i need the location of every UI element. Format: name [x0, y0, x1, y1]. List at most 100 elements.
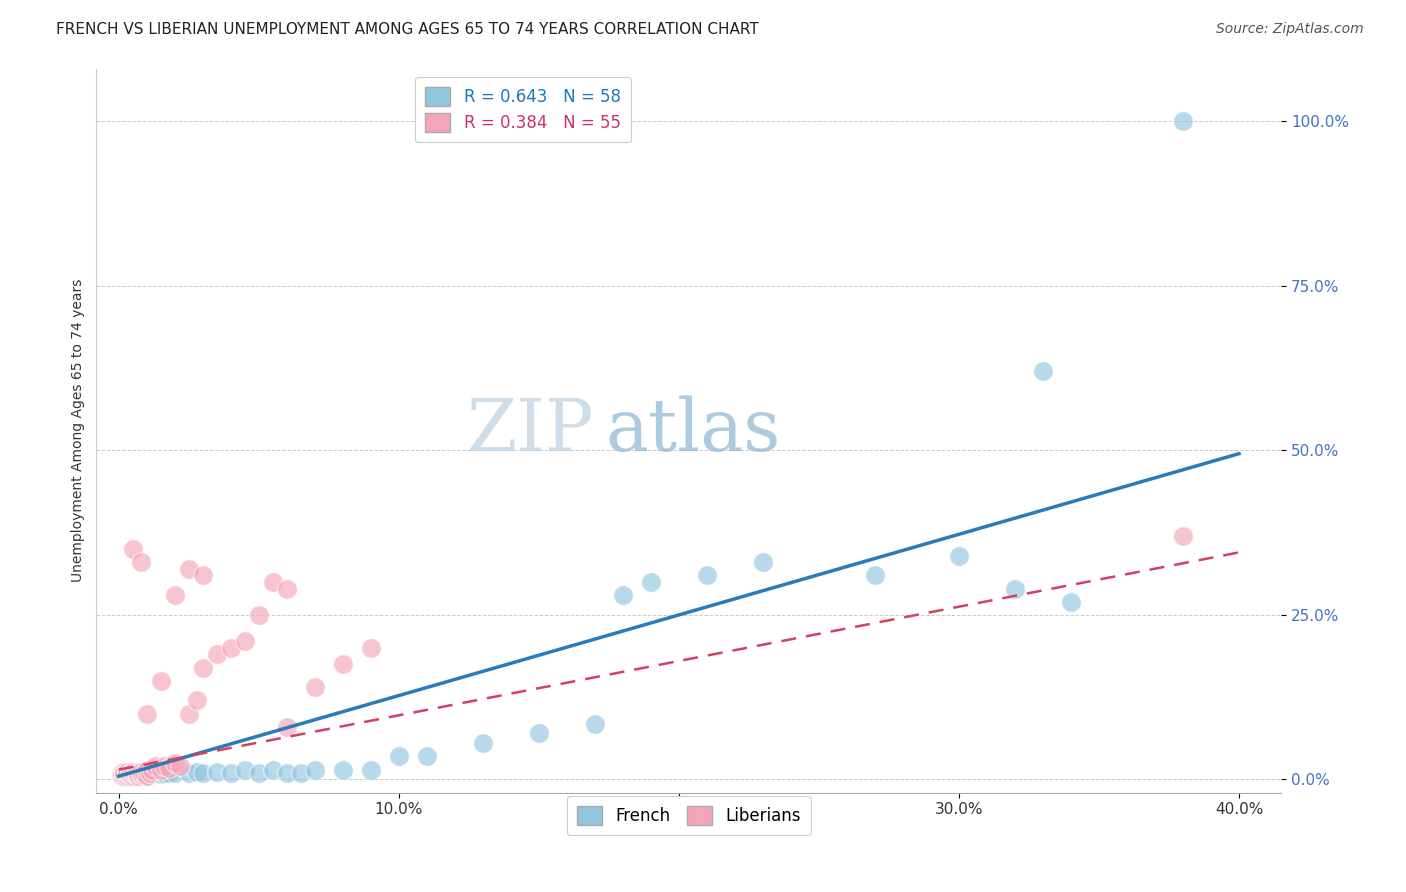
Point — [262, 763, 284, 777]
Point — [163, 588, 186, 602]
Point — [129, 767, 152, 781]
Point — [118, 767, 141, 781]
Point — [416, 749, 439, 764]
Point — [612, 588, 634, 602]
Point — [138, 765, 160, 780]
Point — [1032, 364, 1054, 378]
Point — [115, 767, 138, 781]
Point — [112, 765, 135, 780]
Point — [276, 720, 298, 734]
Point — [304, 763, 326, 777]
Point — [110, 767, 132, 781]
Point — [110, 765, 132, 780]
Point — [177, 706, 200, 721]
Point — [233, 763, 256, 777]
Point — [152, 765, 174, 780]
Point — [124, 769, 146, 783]
Point — [124, 765, 146, 780]
Point — [163, 756, 186, 770]
Legend: French, Liberians: French, Liberians — [567, 796, 811, 835]
Text: Source: ZipAtlas.com: Source: ZipAtlas.com — [1216, 22, 1364, 37]
Point — [127, 765, 149, 780]
Point — [127, 765, 149, 780]
Point — [135, 765, 157, 780]
Text: ZIP: ZIP — [467, 395, 593, 466]
Point — [112, 767, 135, 781]
Point — [276, 582, 298, 596]
Point — [124, 765, 146, 780]
Point — [138, 765, 160, 780]
Point — [135, 769, 157, 783]
Point — [141, 767, 163, 781]
Point — [143, 759, 166, 773]
Point — [118, 765, 141, 780]
Point — [121, 767, 143, 781]
Point — [163, 765, 186, 780]
Point — [388, 749, 411, 764]
Point — [233, 634, 256, 648]
Point — [177, 562, 200, 576]
Text: FRENCH VS LIBERIAN UNEMPLOYMENT AMONG AGES 65 TO 74 YEARS CORRELATION CHART: FRENCH VS LIBERIAN UNEMPLOYMENT AMONG AG… — [56, 22, 759, 37]
Point — [118, 769, 141, 783]
Point — [115, 767, 138, 781]
Point — [863, 568, 886, 582]
Point — [132, 765, 155, 780]
Point — [121, 769, 143, 783]
Point — [112, 769, 135, 783]
Point — [110, 769, 132, 783]
Point — [143, 765, 166, 780]
Point — [247, 765, 270, 780]
Point — [219, 765, 242, 780]
Point — [471, 736, 494, 750]
Point — [157, 761, 180, 775]
Point — [112, 765, 135, 780]
Point — [1171, 114, 1194, 128]
Point — [112, 769, 135, 783]
Point — [110, 767, 132, 781]
Point — [157, 765, 180, 780]
Point — [129, 764, 152, 779]
Y-axis label: Unemployment Among Ages 65 to 74 years: Unemployment Among Ages 65 to 74 years — [72, 279, 86, 582]
Point — [527, 726, 550, 740]
Point — [132, 767, 155, 781]
Point — [948, 549, 970, 563]
Point — [115, 769, 138, 783]
Point — [135, 769, 157, 783]
Point — [290, 765, 312, 780]
Point — [135, 706, 157, 721]
Point — [129, 555, 152, 569]
Point — [152, 759, 174, 773]
Point — [1004, 582, 1026, 596]
Text: atlas: atlas — [606, 395, 782, 466]
Point — [276, 765, 298, 780]
Point — [332, 763, 354, 777]
Point — [332, 657, 354, 672]
Point — [191, 568, 214, 582]
Point — [127, 769, 149, 783]
Point — [169, 759, 191, 773]
Point — [112, 767, 135, 781]
Point — [360, 640, 382, 655]
Point — [186, 764, 208, 779]
Point — [191, 765, 214, 780]
Point — [1171, 529, 1194, 543]
Point — [141, 763, 163, 777]
Point — [360, 763, 382, 777]
Point — [752, 555, 775, 569]
Point — [115, 765, 138, 780]
Point — [121, 765, 143, 780]
Point — [124, 767, 146, 781]
Point — [186, 693, 208, 707]
Point — [121, 542, 143, 557]
Point — [205, 648, 228, 662]
Point — [121, 765, 143, 780]
Point — [110, 769, 132, 783]
Point — [262, 574, 284, 589]
Point — [696, 568, 718, 582]
Point — [118, 765, 141, 780]
Point — [205, 764, 228, 779]
Point — [115, 764, 138, 779]
Point — [115, 769, 138, 783]
Point — [149, 763, 172, 777]
Point — [121, 764, 143, 779]
